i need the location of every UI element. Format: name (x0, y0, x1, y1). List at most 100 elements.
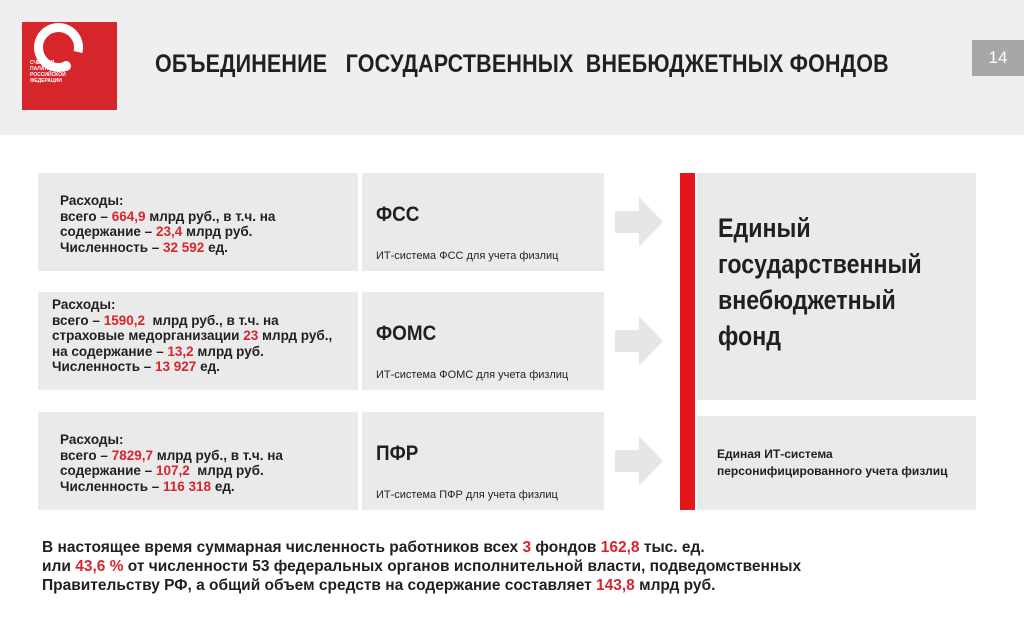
text-line: фонд (718, 318, 922, 354)
highlight: 664,9 (111, 208, 146, 224)
text-line: всего – 1590,2 млрд руб., в т.ч. на (52, 313, 332, 329)
text: Единая ИТ-система (717, 447, 833, 461)
text-line: Правительству РФ, а общий объем средств … (42, 576, 801, 595)
text-line: Расходы: (52, 297, 332, 313)
highlight: 143,8 (596, 577, 635, 594)
fund-name: ФОМС (376, 322, 437, 345)
text-line: содержание – 23,4 млрд руб. (60, 224, 275, 240)
text: страховые медорганизации (52, 328, 244, 343)
title: ОБЪЕДИНЕНИЕ ГОСУДАРСТВЕННЫХ ВНЕБЮДЖЕТНЫХ… (155, 50, 889, 78)
text: тыс. ед. (639, 539, 705, 556)
text: фондов (531, 539, 601, 556)
text: СЧЕТНАЯ (30, 60, 55, 66)
text: Численность – (60, 478, 164, 494)
red-bar (680, 173, 695, 510)
text: ПАЛАТА (30, 66, 51, 72)
page-number: 14 (972, 40, 1024, 76)
text: млрд руб., в т.ч. на (144, 312, 279, 328)
text: всего – (60, 447, 112, 463)
highlight: 23 (243, 328, 259, 343)
fund-details: Расходы: всего – 1590,2 млрд руб., в т.ч.… (52, 297, 332, 375)
arrow (615, 436, 663, 486)
text-line: Численность – 32 592 ед. (60, 240, 275, 256)
text-line: ПАЛАТА (30, 66, 66, 72)
text: Расходы: (52, 297, 116, 312)
text: РОССИЙСКОЙ (30, 72, 66, 78)
text: ед. (196, 359, 220, 374)
summary: В настоящее время суммарная численность … (42, 538, 801, 595)
text: млрд руб., (258, 328, 333, 343)
text: млрд руб. (634, 577, 716, 594)
text-line: на содержание – 13,2 млрд руб. (52, 344, 332, 360)
target-title: Единый государственный внебюджетный фонд (718, 210, 922, 354)
fund-name: ФСС (376, 203, 420, 226)
highlight: 3 (522, 539, 532, 556)
text-line: или 43,6 % от численности 53 федеральных… (42, 557, 801, 576)
text: млрд руб., в т.ч. на (152, 447, 283, 463)
text-line: страховые медорганизации 23 млрд руб., (52, 328, 332, 344)
highlight: 23,4 (155, 224, 183, 239)
highlight: 107,2 (155, 463, 190, 478)
text-line: Единая ИТ-система (717, 446, 948, 463)
text: на содержание – (52, 343, 168, 359)
text: млрд руб., в т.ч. на (145, 208, 276, 224)
text-line: Численность – 13 927 ед. (52, 359, 332, 375)
text-line: персонифицированного учета физлиц (717, 463, 948, 480)
header-band (0, 0, 1024, 135)
text-line: Расходы: (60, 193, 275, 209)
text-line: Единый (718, 210, 922, 246)
fund-it-system: ИТ-система ФОМС для учета физлиц (376, 369, 569, 381)
fund-it-system: ИТ-система ПФР для учета физлиц (376, 489, 558, 501)
text-line: содержание – 107,2 млрд руб. (60, 463, 283, 479)
fund-details-box (38, 412, 358, 510)
fund-box (362, 292, 604, 390)
text: внебюджетный (718, 285, 896, 315)
text: Расходы: (60, 193, 124, 208)
fund-box (362, 412, 604, 510)
fund-box (362, 173, 604, 271)
highlight: 32 592 (163, 239, 205, 255)
text: ФЕДЕРАЦИИ (30, 78, 62, 84)
text: млрд руб. (189, 463, 264, 478)
highlight: 13,2 (167, 343, 194, 359)
text-line: Численность – 116 318 ед. (60, 479, 283, 495)
text: Численность – (60, 239, 164, 255)
highlight: 1590,2 (103, 312, 145, 328)
fund-details: Расходы: всего – 664,9 млрд руб., в т.ч. … (60, 193, 275, 255)
text-line: В настоящее время суммарная численность … (42, 538, 801, 557)
highlight: 7829,7 (111, 447, 153, 463)
text: всего – (52, 312, 104, 328)
text: от численности 53 федеральных органов ис… (123, 558, 802, 575)
text: Расходы: (60, 432, 124, 447)
text-line: РОССИЙСКОЙ (30, 72, 66, 78)
text: В настоящее время суммарная численность … (42, 539, 523, 556)
text-line: внебюджетный (718, 282, 922, 318)
text: млрд руб. (193, 343, 264, 359)
text-line: ФЕДЕРАЦИИ (30, 78, 66, 84)
logo (22, 22, 117, 110)
fund-name: ПФР (376, 442, 419, 465)
fund-details-box (38, 292, 358, 390)
text-line: всего – 664,9 млрд руб., в т.ч. на (60, 209, 275, 225)
text-line: государственный (718, 246, 922, 282)
target-it-box (697, 416, 976, 510)
text: фонд (718, 321, 781, 351)
text-line: Расходы: (60, 432, 283, 448)
highlight: 13 927 (155, 359, 197, 374)
target-it-system: Единая ИТ-система персонифицированного уч… (717, 446, 948, 480)
text: Правительству РФ, а общий объем средств … (42, 577, 597, 594)
text: млрд руб. (182, 224, 253, 239)
text: Численность – (52, 359, 156, 374)
text-line: СЧЕТНАЯ (30, 60, 66, 66)
arrow (615, 197, 663, 247)
text: персонифицированного учета физлиц (717, 464, 948, 478)
text: или (42, 558, 76, 575)
fund-it-system: ИТ-система ФСС для учета физлиц (376, 250, 559, 262)
highlight: 43,6 % (75, 558, 124, 575)
text: ед. (204, 239, 228, 255)
text-line: всего – 7829,7 млрд руб., в т.ч. на (60, 448, 283, 464)
text: содержание – (60, 463, 156, 478)
logo-text: СЧЕТНАЯ ПАЛАТА РОССИЙСКОЙ ФЕДЕРАЦИИ (30, 60, 66, 84)
text: Единый (718, 213, 811, 243)
